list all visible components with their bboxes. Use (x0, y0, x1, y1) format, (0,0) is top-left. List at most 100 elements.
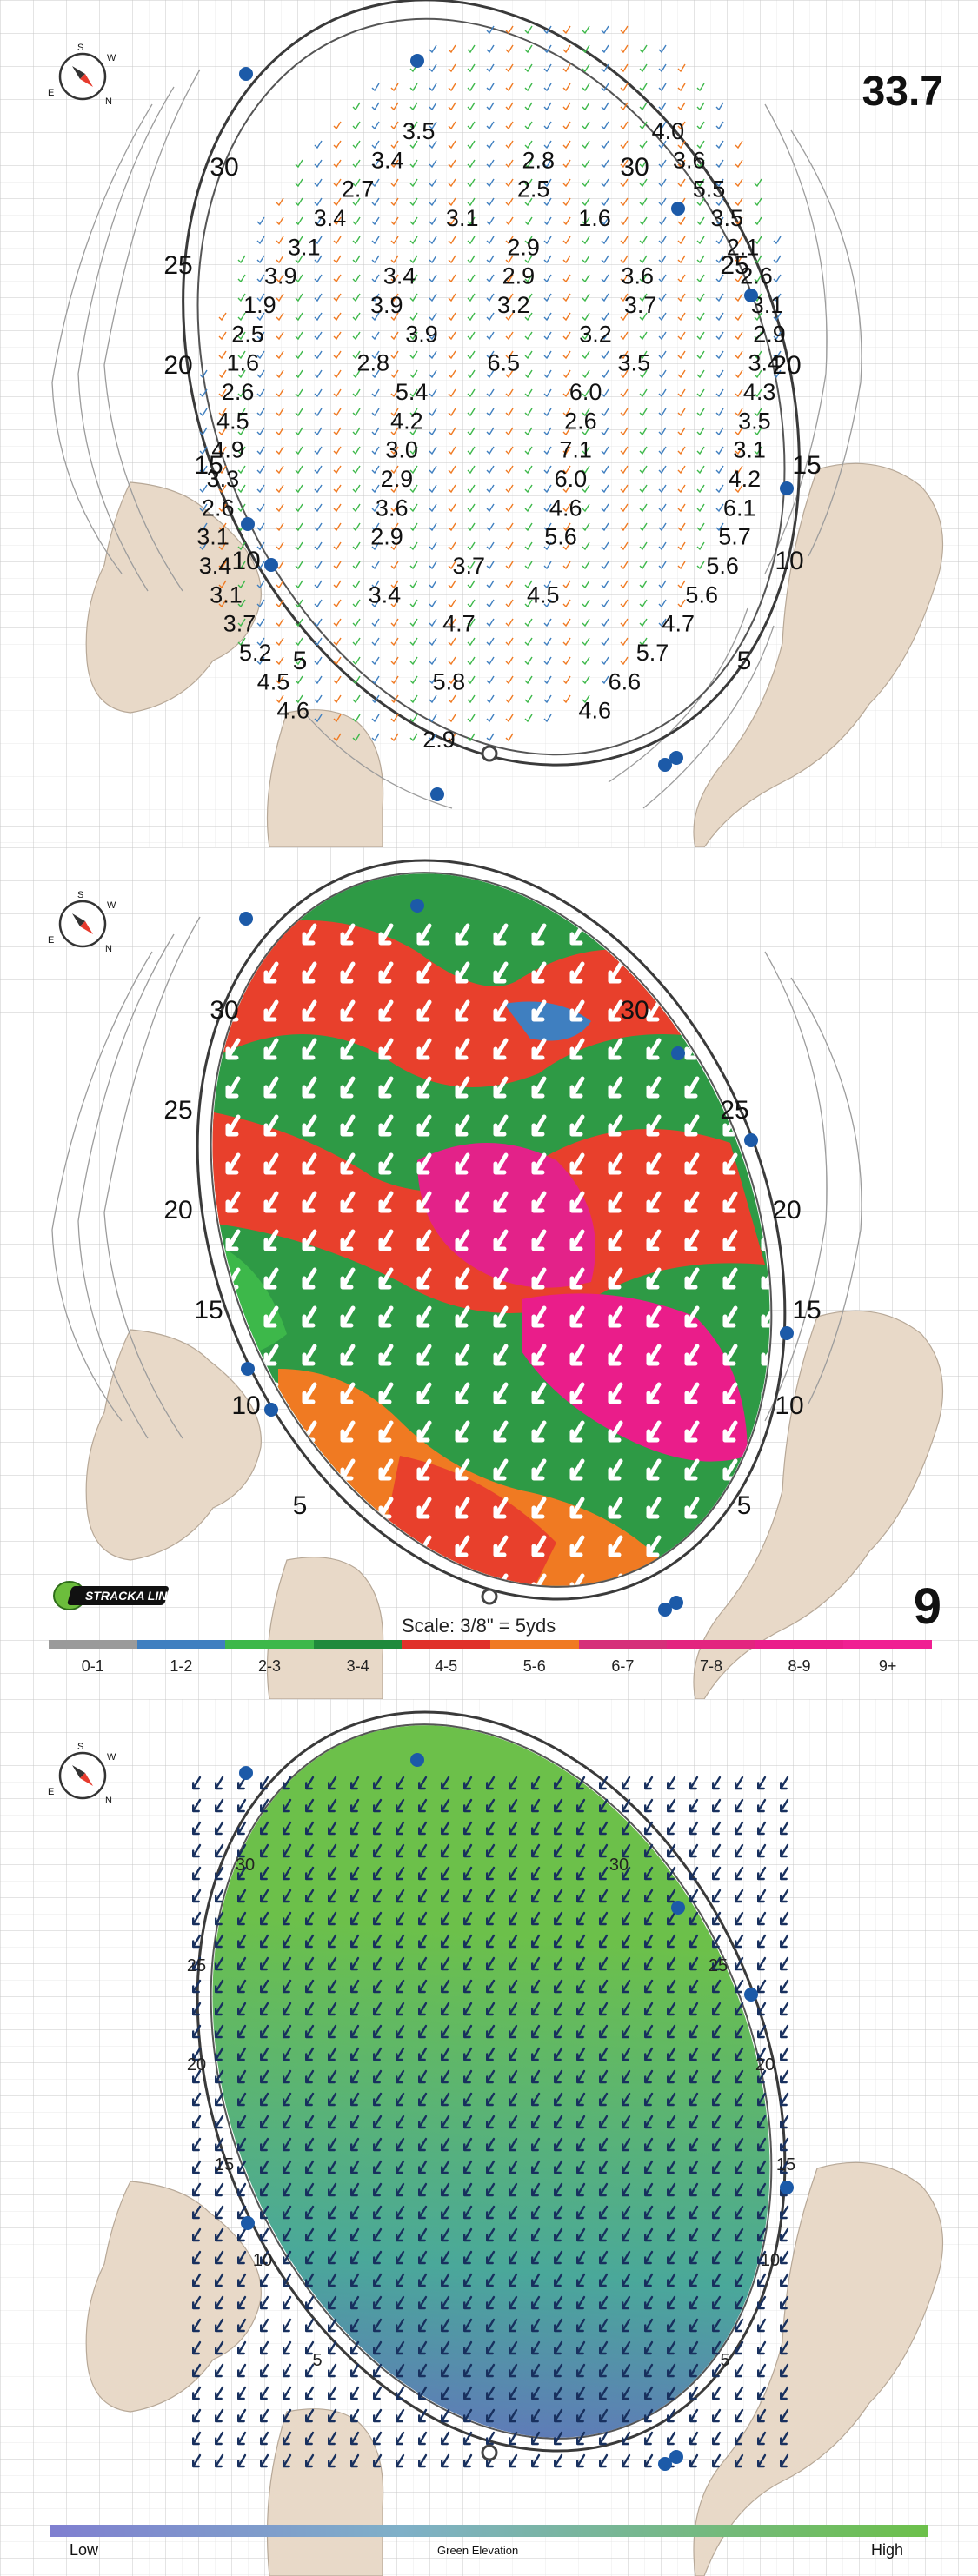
slope-arrow (283, 2227, 292, 2242)
slope-arrow (225, 1076, 241, 1099)
slope-arrow (608, 1191, 623, 1213)
slope-tick (639, 236, 648, 245)
slope-arrow (531, 1344, 547, 1366)
slope-arrow (735, 2069, 744, 2084)
slope-tick (601, 446, 609, 455)
slope-tick (505, 694, 514, 704)
slope-tick (237, 331, 246, 341)
slope-tick (696, 331, 705, 341)
slope-arrow (684, 1229, 700, 1251)
slope-arrow (328, 2002, 337, 2016)
pin-marker-icon (744, 1988, 758, 2002)
slope-arrow (757, 2250, 767, 2265)
slope-tick (467, 102, 476, 111)
slope-arrow (509, 2024, 518, 2039)
slope-tick (314, 178, 323, 188)
slope-tick (314, 216, 323, 226)
slope-tick (218, 580, 227, 589)
distance-label-right-10: 10 (775, 547, 803, 575)
slope-tick (352, 694, 361, 704)
slope-value: 4.2 (390, 408, 423, 434)
slope-tick (562, 159, 571, 169)
slope-arrow (646, 1114, 662, 1137)
slope-tick (582, 637, 590, 647)
slope-arrow (463, 2047, 473, 2061)
slope-arrow (735, 1979, 744, 1994)
slope-arrow (622, 2024, 631, 2039)
slope-arrow (350, 2340, 360, 2355)
slope-tick (524, 408, 533, 417)
slope-tick (505, 427, 514, 436)
slope-value: 6.6 (609, 668, 642, 694)
slope-tick (715, 293, 724, 302)
slope-tick (677, 255, 686, 264)
slope-arrow (689, 2002, 699, 2016)
slope-tick (601, 465, 609, 475)
slope-arrow (463, 2092, 473, 2107)
slope-tick (620, 293, 629, 302)
slope-percentage-panel: 3.5 4.0 3.4 2.8 3.6 2.7 2.5 5.5 3.4 3.1 1.6 3.5 3.1 2… (0, 0, 978, 847)
slope-arrow (509, 1843, 518, 1858)
slope-arrow (305, 2160, 315, 2174)
slope-tick (390, 331, 399, 341)
slope-arrow (735, 2408, 744, 2423)
slope-arrow (757, 2408, 767, 2423)
slope-arrow (712, 2092, 722, 2107)
slope-arrow (260, 1866, 269, 1881)
slope-arrow (493, 923, 509, 946)
slope-tick (295, 427, 303, 436)
slope-tick (524, 369, 533, 379)
slope-arrow (531, 2115, 541, 2129)
slope-tick (773, 350, 782, 360)
slope-arrow (667, 2092, 676, 2107)
slope-arrow (192, 1776, 202, 1790)
slope-value: 6.5 (488, 350, 521, 376)
bunker-left (85, 481, 262, 714)
slope-arrow (486, 2408, 496, 2423)
slope-tick (505, 618, 514, 627)
slope-tick (467, 408, 476, 417)
slope-arrow (599, 2205, 609, 2220)
slope-tick (448, 675, 456, 685)
slope-arrow (237, 2340, 247, 2355)
slope-arrow (215, 1866, 224, 1881)
slope-tick (448, 694, 456, 704)
slope-tick (601, 580, 609, 589)
slope-tick (486, 121, 495, 130)
slope-arrow (441, 1866, 450, 1881)
slope-arrow (486, 2295, 496, 2310)
slope-tick (677, 503, 686, 513)
slope-arrow (509, 2160, 518, 2174)
slope-tick (333, 484, 342, 494)
svg-text:N: N (105, 96, 112, 107)
slope-value: 2.1 (727, 234, 760, 260)
slope-tick (677, 178, 686, 188)
slope-tick (735, 312, 743, 322)
slope-tick (390, 561, 399, 570)
slope-arrow (531, 1267, 547, 1290)
slope-arrow (192, 1934, 202, 1949)
slope-arrow (283, 1911, 292, 1926)
slope-arrow (780, 2295, 789, 2310)
slope-tick (715, 331, 724, 341)
slope-arrow (396, 2092, 405, 2107)
slope-tick (486, 541, 495, 551)
slope-arrow (684, 1076, 700, 1099)
slope-tick (562, 44, 571, 54)
slope-tick (524, 83, 533, 92)
slope-arrow (576, 2205, 586, 2220)
slope-arrow (418, 2160, 428, 2174)
slope-arrow (689, 2115, 699, 2129)
slope-arrow (418, 2227, 428, 2242)
distance-label-right-25: 25 (720, 1096, 748, 1125)
slope-arrow (757, 2115, 767, 2129)
slope-arrow (328, 2205, 337, 2220)
slope-tick (390, 618, 399, 627)
slope-tick (371, 216, 380, 226)
slope-arrow (260, 2205, 269, 2220)
slope-arrow (622, 2047, 631, 2061)
slope-arrow (712, 2453, 722, 2468)
slope-arrow (305, 2386, 315, 2400)
slope-arrow (576, 2273, 586, 2287)
slope-tick (735, 331, 743, 341)
